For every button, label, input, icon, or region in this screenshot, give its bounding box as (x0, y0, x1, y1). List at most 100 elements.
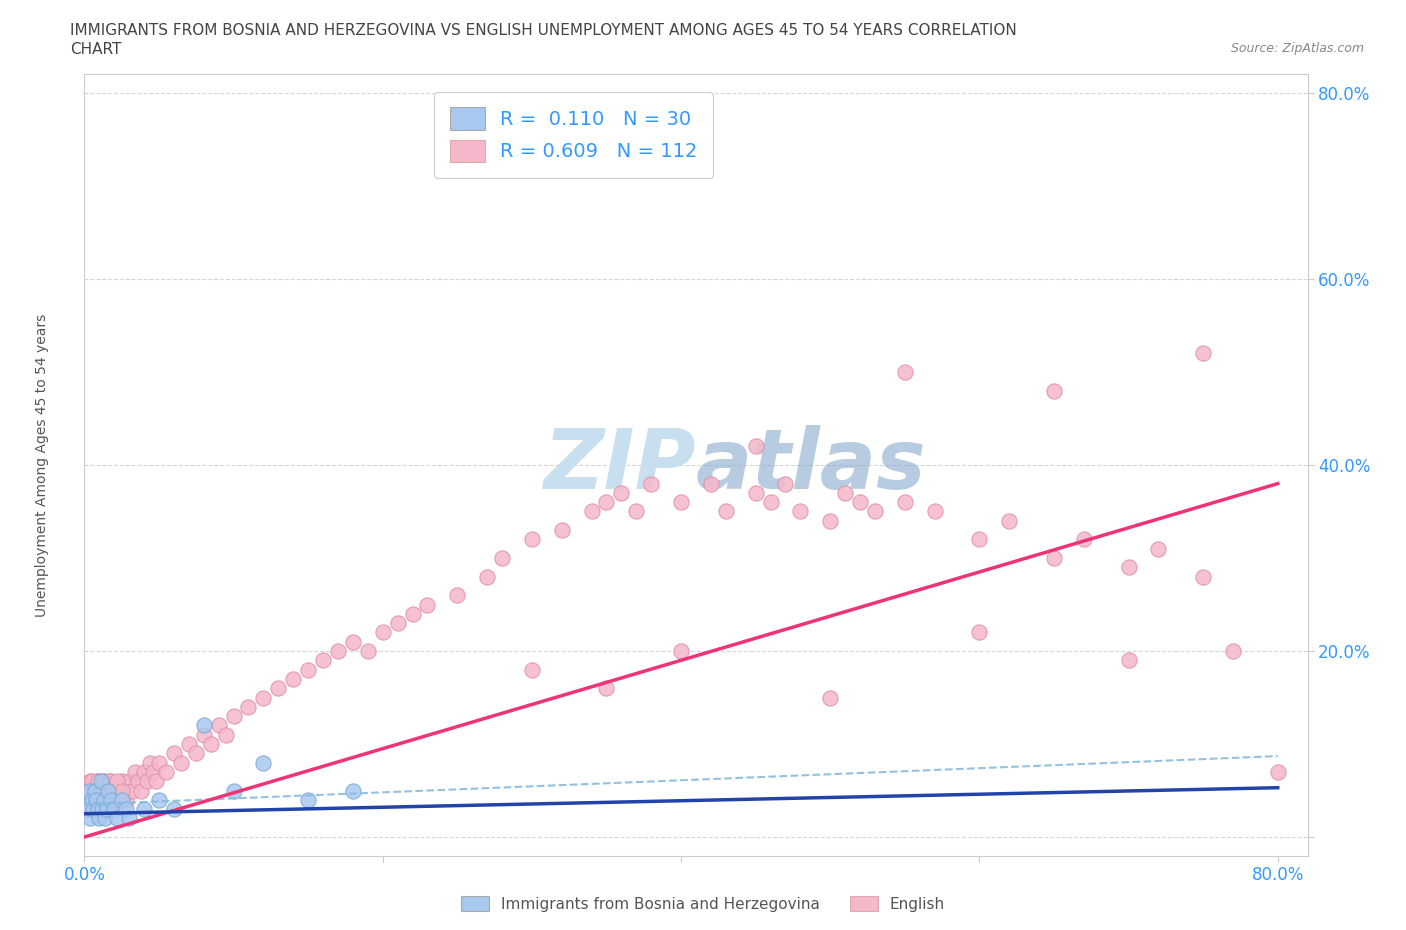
Point (1192, 569, 1215, 584)
Point (105, 783, 128, 798)
Text: IMMIGRANTS FROM BOSNIA AND HERZEGOVINA VS ENGLISH UNEMPLOYMENT AMONG AGES 45 TO : IMMIGRANTS FROM BOSNIA AND HERZEGOVINA V… (70, 23, 1017, 38)
Point (90, 783, 112, 798)
Point (640, 476, 662, 491)
Point (1222, 644, 1244, 658)
Point (371, 625, 394, 640)
Point (103, 792, 125, 807)
Point (849, 495, 872, 510)
Point (491, 551, 513, 565)
Point (91, 792, 114, 807)
Point (969, 532, 991, 547)
Point (145, 774, 167, 789)
Point (76, 783, 98, 798)
Point (700, 476, 723, 491)
Point (1073, 532, 1095, 547)
Text: CHART: CHART (70, 42, 122, 57)
Point (297, 792, 319, 807)
Point (834, 485, 856, 500)
Point (283, 671, 305, 686)
Point (1043, 383, 1066, 398)
Point (118, 774, 141, 789)
Text: atlas: atlas (696, 424, 927, 506)
Point (105, 774, 128, 789)
Text: ZIP: ZIP (543, 424, 696, 506)
Point (77, 783, 100, 798)
Point (111, 774, 134, 789)
Point (193, 718, 215, 733)
Point (90, 774, 112, 789)
Point (669, 644, 692, 658)
Point (93, 774, 115, 789)
Point (80, 792, 103, 807)
Point (222, 709, 245, 724)
Point (96, 783, 118, 798)
Point (163, 802, 186, 817)
Point (96, 783, 118, 798)
Point (75, 792, 97, 807)
Point (387, 616, 409, 631)
Point (79, 774, 101, 789)
Text: Source: ZipAtlas.com: Source: ZipAtlas.com (1230, 42, 1364, 55)
Point (148, 755, 170, 770)
Point (1147, 541, 1170, 556)
Point (789, 504, 811, 519)
Point (207, 718, 229, 733)
Point (101, 783, 124, 798)
Point (342, 783, 364, 798)
Point (89, 811, 111, 826)
Point (581, 504, 603, 519)
Point (80, 792, 103, 807)
Point (93, 774, 115, 789)
Point (83, 783, 105, 798)
Point (115, 802, 138, 817)
Point (215, 727, 238, 742)
Point (186, 746, 208, 761)
Point (894, 365, 917, 379)
Point (177, 737, 200, 751)
Point (446, 588, 468, 603)
Point (1043, 551, 1066, 565)
Point (714, 504, 737, 519)
Point (297, 662, 319, 677)
Point (193, 727, 215, 742)
Point (98, 774, 121, 789)
Point (326, 644, 349, 658)
Point (744, 439, 766, 454)
Point (342, 634, 364, 649)
Point (84, 792, 107, 807)
Point (97, 792, 120, 807)
Point (124, 764, 146, 779)
Point (136, 774, 159, 789)
Point (818, 513, 841, 528)
Point (97, 783, 120, 798)
Point (520, 532, 543, 547)
Point (83, 783, 105, 798)
Point (82, 802, 104, 817)
Point (96, 802, 118, 817)
Point (103, 802, 125, 817)
Point (87, 774, 110, 789)
Point (108, 792, 131, 807)
Point (84, 792, 107, 807)
Point (267, 681, 290, 696)
Point (77, 802, 100, 817)
Point (998, 513, 1021, 528)
Point (83, 783, 105, 798)
Point (105, 811, 128, 826)
Point (82, 802, 104, 817)
Point (139, 755, 162, 770)
Point (222, 783, 245, 798)
Point (76, 802, 98, 817)
Point (121, 783, 143, 798)
Point (100, 802, 122, 817)
Point (129, 783, 152, 798)
Point (759, 495, 782, 510)
Point (863, 504, 886, 519)
Point (610, 485, 633, 500)
Point (252, 755, 274, 770)
Point (744, 485, 766, 500)
Point (101, 783, 124, 798)
Text: Unemployment Among Ages 45 to 54 years: Unemployment Among Ages 45 to 54 years (35, 313, 49, 617)
Point (89, 802, 111, 817)
Point (118, 811, 141, 826)
